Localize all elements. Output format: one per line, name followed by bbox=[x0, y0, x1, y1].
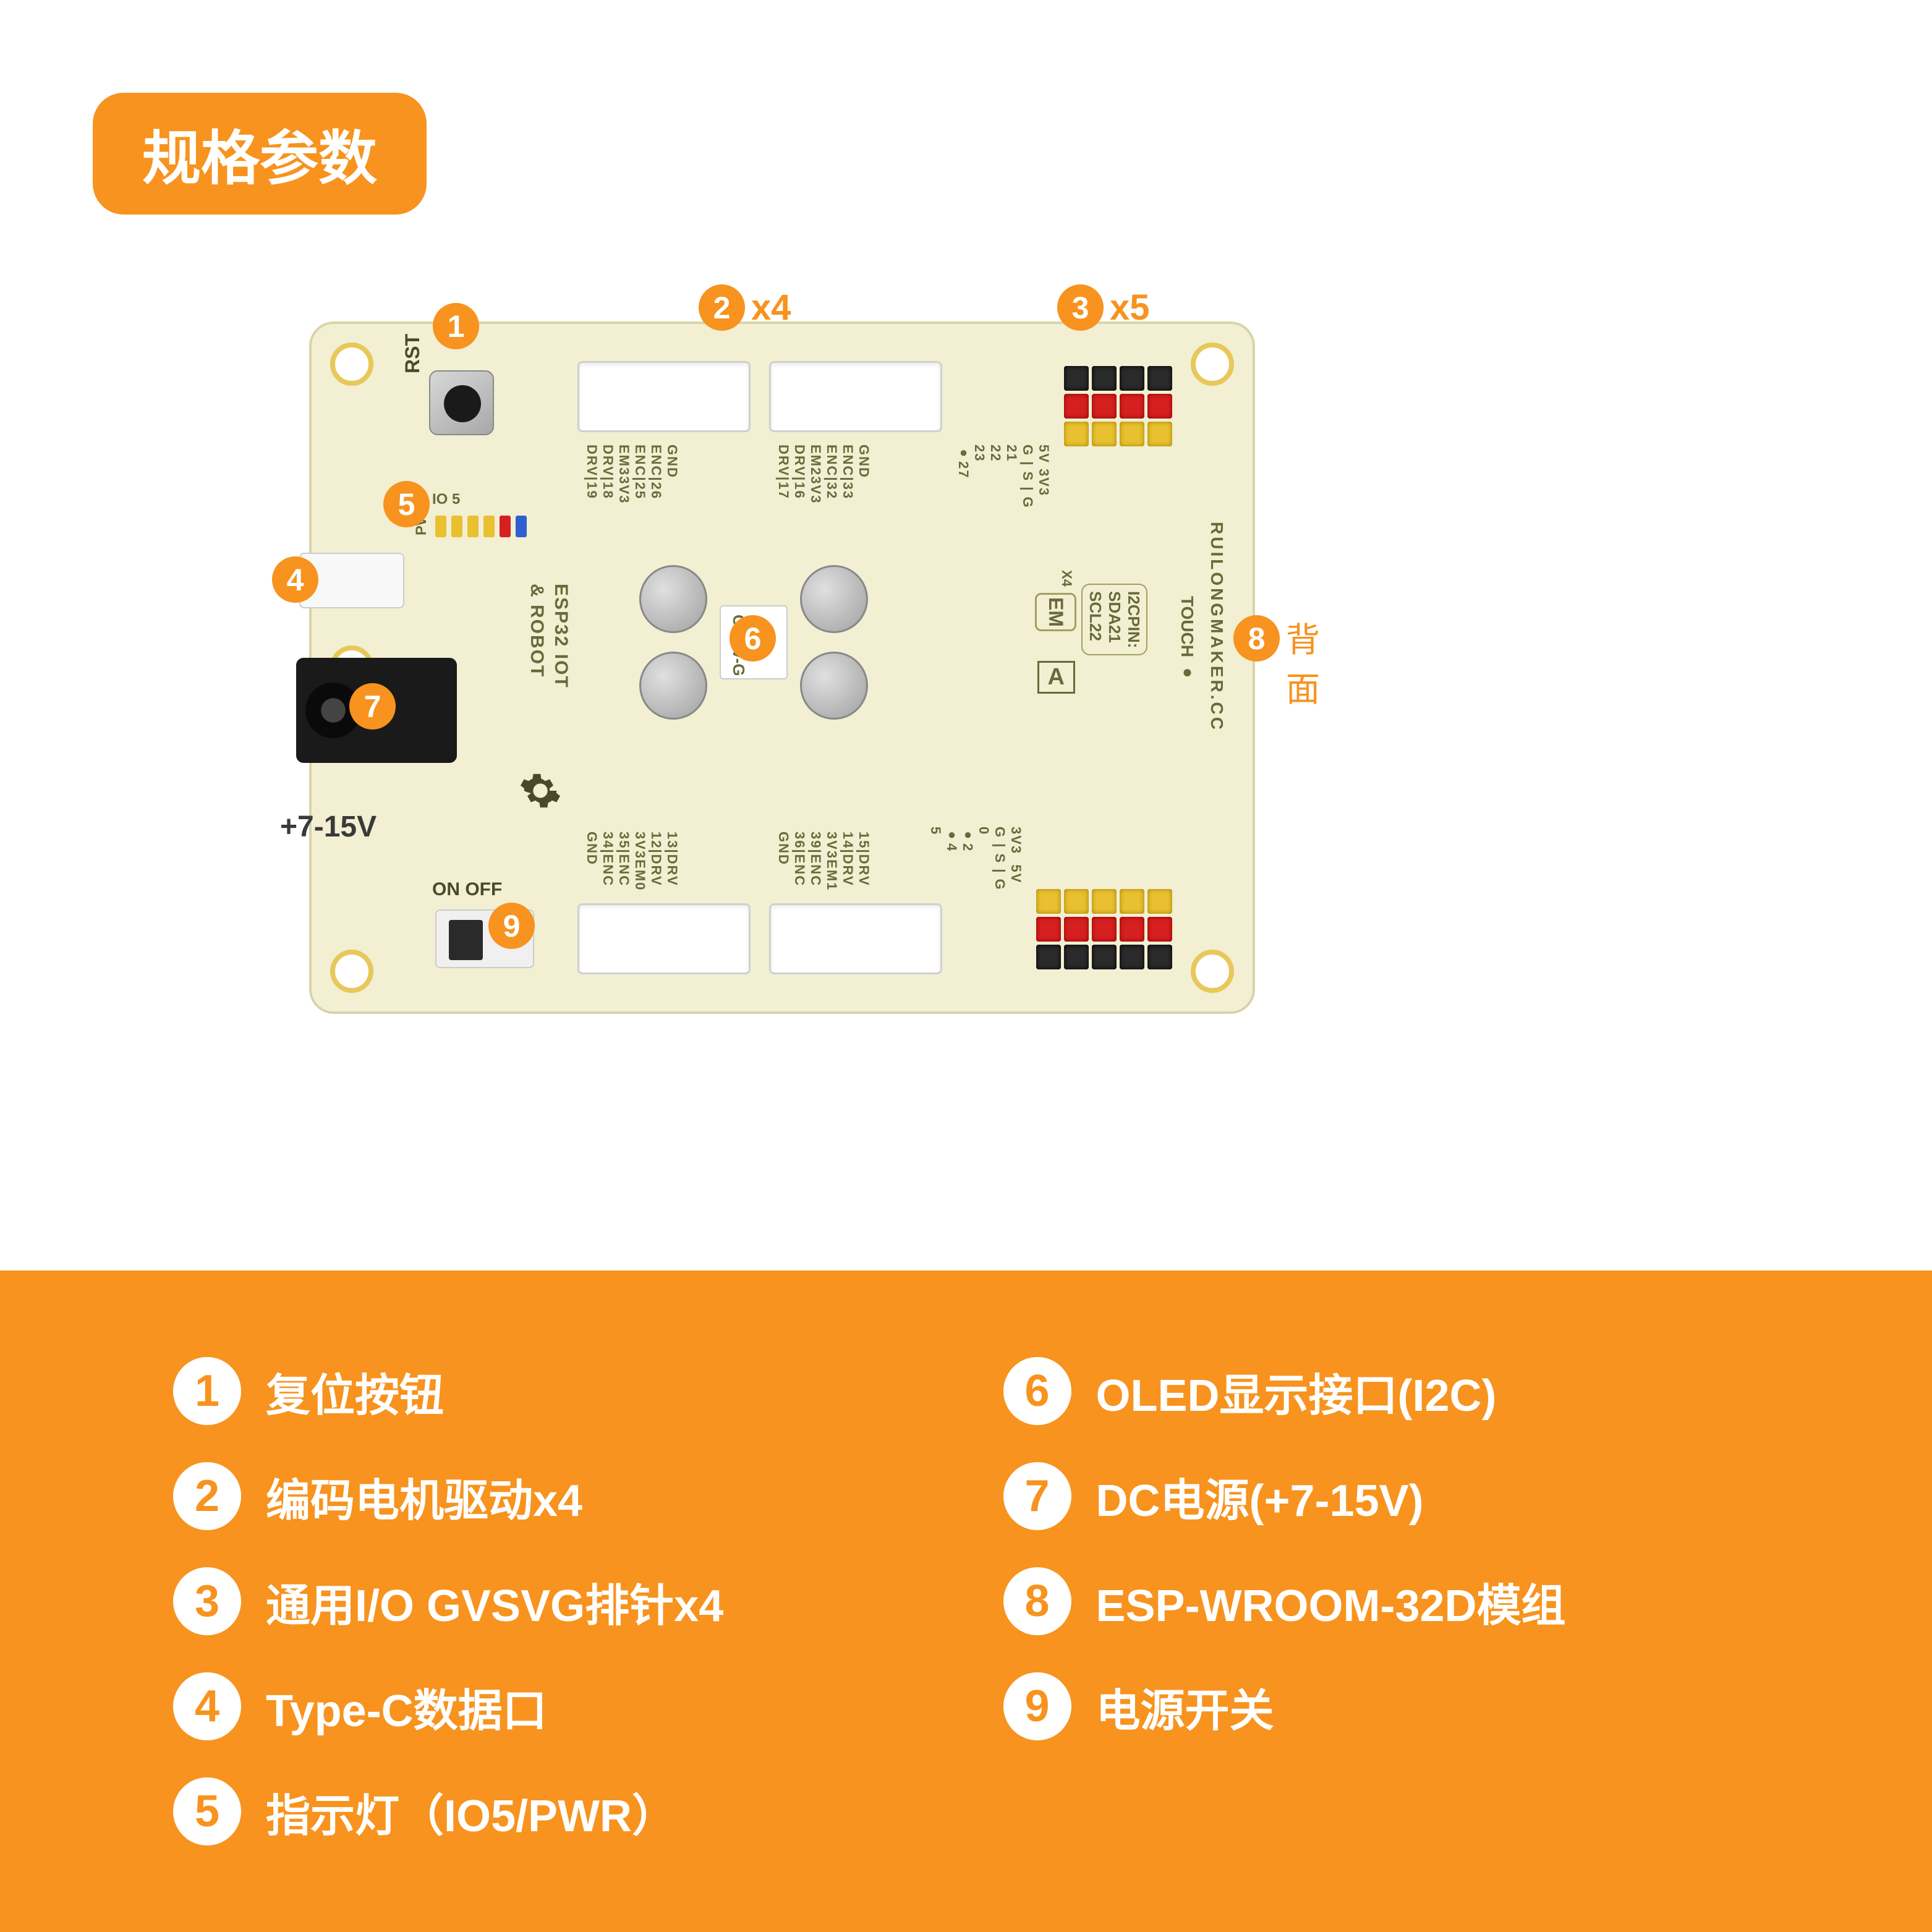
silk-touch: TOUCH ● bbox=[1177, 596, 1197, 681]
silk-pins: 15|DRV 14|DRV 3V3EM1 39|ENC 36|ENC GND bbox=[775, 832, 872, 891]
legend-item: 9 电源开关 bbox=[1003, 1654, 1760, 1759]
legend-text: 编码电机驱动x4 bbox=[266, 1464, 582, 1529]
callout-2: 2x4 bbox=[699, 284, 791, 331]
capacitor bbox=[800, 565, 868, 633]
legend-num: 2 bbox=[173, 1462, 241, 1530]
voltage-label: +7-15V bbox=[280, 810, 377, 844]
legend-item: 1 复位按钮 bbox=[173, 1338, 929, 1444]
silk-esp: ESP32 IOT & ROBOT bbox=[525, 584, 573, 689]
back-label: 背面 bbox=[1286, 612, 1320, 711]
legend-item: 7 DC电源(+7-15V) bbox=[1003, 1444, 1760, 1549]
legend-item: 3 通用I/O GVSVG排针x4 bbox=[173, 1549, 929, 1654]
legend-num: 1 bbox=[173, 1357, 241, 1425]
rst-button bbox=[429, 370, 494, 435]
legend-num: 7 bbox=[1003, 1462, 1071, 1530]
callout-8: 8 bbox=[1233, 615, 1280, 662]
legend-item: 2 编码电机驱动x4 bbox=[173, 1444, 929, 1549]
title-badge: 规格参数 bbox=[93, 93, 427, 215]
legend: 1 复位按钮 6 OLED显示接口(I2C) 2 编码电机驱动x4 7 DC电源(+7-… bbox=[0, 1270, 1932, 1932]
gpio-header-top bbox=[1064, 366, 1172, 446]
legend-text: DC电源(+7-15V) bbox=[1096, 1464, 1424, 1529]
rst-label: RST bbox=[401, 334, 424, 373]
silk-pins: 13|DRV 12|DRV 3V3EM0 35|ENC 34|ENC GND bbox=[584, 832, 680, 891]
legend-text: OLED显示接口(I2C) bbox=[1096, 1359, 1497, 1424]
silk-x4: X4 bbox=[1058, 570, 1075, 587]
silk-pins: 5V 3V3 G | S | G 21 22 23 ●27 bbox=[955, 445, 1052, 509]
legend-item: 5 指示灯（IO5/PWR） bbox=[173, 1759, 929, 1864]
callout-3: 3x5 bbox=[1057, 284, 1150, 331]
legend-num: 8 bbox=[1003, 1567, 1071, 1635]
legend-text: ESP-WROOM-32D模组 bbox=[1096, 1569, 1566, 1634]
legend-num: 4 bbox=[173, 1672, 241, 1740]
callout-6: 6 bbox=[730, 615, 776, 662]
legend-text: 通用I/O GVSVG排针x4 bbox=[266, 1569, 723, 1634]
silk-pins: 3V3 5V G | S | G 0 ●2 ●4 5 bbox=[927, 827, 1024, 891]
callout-7: 7 bbox=[349, 683, 396, 730]
legend-text: 复位按钮 bbox=[266, 1359, 444, 1424]
legend-num: 5 bbox=[173, 1777, 241, 1845]
legend-num: 3 bbox=[173, 1567, 241, 1635]
legend-text: Type-C数据口 bbox=[266, 1674, 547, 1739]
motor-connector-1 bbox=[577, 361, 751, 432]
io5-label: IO 5 bbox=[432, 491, 460, 508]
legend-item: 4 Type-C数据口 bbox=[173, 1654, 929, 1759]
silk-pins: GND ENC|26 ENC|25 EM33V3 DRV|18 DRV|19 bbox=[584, 445, 680, 504]
callout-5: 5 bbox=[383, 481, 430, 527]
capacitor bbox=[639, 565, 707, 633]
legend-text: 指示灯（IO5/PWR） bbox=[266, 1779, 676, 1844]
silk-pins: GND ENC|33 ENC|32 EM23V3 DRV|16 DRV|17 bbox=[775, 445, 872, 504]
legend-item: 8 ESP-WROOM-32D模组 bbox=[1003, 1549, 1760, 1654]
silk-em: EM bbox=[1035, 593, 1076, 631]
motor-connector-2 bbox=[769, 361, 942, 432]
status-leds bbox=[435, 516, 527, 537]
silk-a: A bbox=[1037, 661, 1075, 694]
callout-9: 9 bbox=[488, 903, 535, 949]
legend-text: 电源开关 bbox=[1096, 1674, 1274, 1739]
legend-num: 6 bbox=[1003, 1357, 1071, 1425]
gpio-header-bottom bbox=[1036, 889, 1172, 969]
pcb: RST IO 5 PWR ON OFF ESP32 IOT bbox=[309, 321, 1255, 1014]
motor-connector-3 bbox=[577, 903, 751, 974]
silk-url: RUILONGMAKER.CC bbox=[1207, 522, 1227, 732]
board-diagram: RST IO 5 PWR ON OFF ESP32 IOT bbox=[309, 321, 1255, 1014]
capacitor bbox=[800, 652, 868, 720]
callout-4: 4 bbox=[272, 556, 318, 603]
onoff-label: ON OFF bbox=[432, 879, 502, 900]
legend-item: 6 OLED显示接口(I2C) bbox=[1003, 1338, 1760, 1444]
legend-num: 9 bbox=[1003, 1672, 1071, 1740]
silk-i2c: I2CPIN: SDA21 SCL22 bbox=[1081, 584, 1147, 655]
capacitor bbox=[639, 652, 707, 720]
motor-connector-4 bbox=[769, 903, 942, 974]
gear-icon bbox=[519, 769, 562, 812]
callout-1: 1 bbox=[433, 303, 479, 349]
